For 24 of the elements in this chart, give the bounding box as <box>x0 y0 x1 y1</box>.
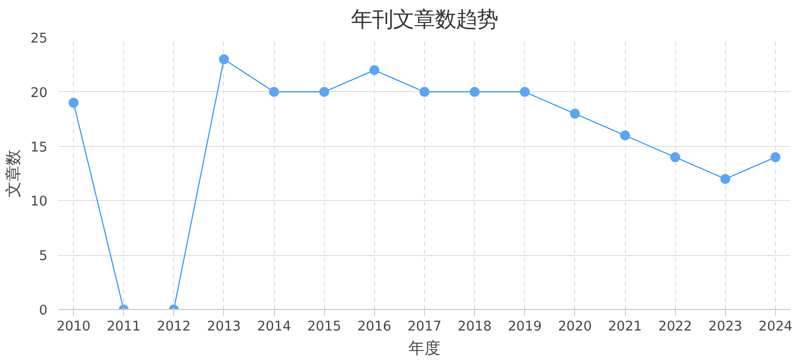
x-tick-label: 2023 <box>708 320 742 334</box>
x-tick-label: 2017 <box>408 320 442 334</box>
x-tick-label: 2019 <box>508 320 542 334</box>
x-tick-label: 2018 <box>458 320 492 334</box>
x-axis-title: 年度 <box>408 338 440 358</box>
y-axis-title: 文章数 <box>4 150 23 198</box>
x-tick-label: 2011 <box>106 320 141 334</box>
x-tick-label: 2016 <box>357 320 392 334</box>
x-tick-label: 2021 <box>608 320 642 334</box>
x-tick-label: 2024 <box>758 320 792 334</box>
y-tick-label: 5 <box>39 249 48 264</box>
y-tick-label: 10 <box>30 194 48 210</box>
x-tick-label: 2013 <box>206 320 241 334</box>
y-tick-label: 0 <box>39 304 48 318</box>
y-tick-label: 15 <box>30 140 48 156</box>
chart-title: 年刊文章数趋势 <box>351 8 498 32</box>
x-tick-label: 2014 <box>257 320 292 334</box>
y-tick-label: 20 <box>30 86 48 101</box>
x-tick-label: 2015 <box>307 320 342 334</box>
x-tick-label: 2022 <box>658 320 692 334</box>
x-tick-label: 2012 <box>156 320 191 334</box>
x-tick-label: 2010 <box>56 320 91 334</box>
x-tick-label: 2020 <box>558 320 592 334</box>
y-tick-label: 25 <box>30 32 48 46</box>
